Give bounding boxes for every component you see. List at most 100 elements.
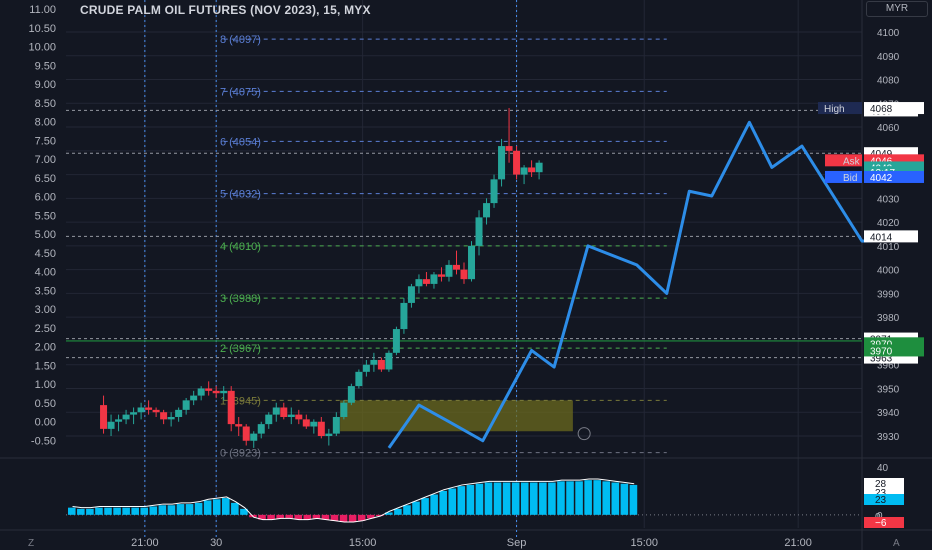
candle-body — [212, 390, 220, 394]
indicator-histogram-bar — [267, 514, 275, 520]
indicator-histogram-bar — [77, 508, 85, 515]
indicator-histogram-bar — [484, 482, 493, 515]
indicator-badge — [864, 487, 904, 498]
left-axis-tick: 1.50 — [35, 360, 56, 372]
candle-body — [415, 279, 423, 287]
indicator-histogram-bar — [276, 514, 284, 519]
indicator-histogram-bar — [104, 507, 112, 515]
right-axis-tick: 4090 — [877, 52, 900, 63]
price-badge-label: 3970 — [870, 346, 893, 357]
candle-body — [498, 146, 506, 180]
candle-body — [280, 407, 288, 417]
candle-body — [513, 150, 521, 175]
candle-body — [190, 395, 198, 401]
left-axis-tick: 5.50 — [35, 210, 56, 222]
indicator-axis-tick: 40 — [877, 463, 889, 474]
indicator-signal-line — [72, 478, 635, 523]
candle-body — [227, 390, 235, 425]
indicator-histogram-bar — [412, 501, 420, 515]
candle-body — [468, 245, 476, 280]
indicator-histogram-bar — [240, 508, 248, 515]
candle-body — [242, 426, 250, 441]
indicator-histogram-bar — [131, 507, 139, 515]
indicator-histogram-bar — [222, 498, 230, 515]
left-axis-tick: 2.50 — [35, 323, 56, 335]
indicator-histogram-bar — [86, 508, 94, 515]
fib-level-label: 4 (4010) — [220, 241, 261, 253]
time-axis-label: 30 — [210, 537, 222, 549]
indicator-histogram-bar — [421, 498, 429, 515]
badge-tag-label: Bid — [843, 173, 857, 184]
fib-level-label: 3 (3988) — [220, 293, 261, 305]
candle-body — [115, 419, 123, 422]
candle-body — [490, 179, 498, 204]
indicator-histogram-bar — [539, 482, 547, 515]
candle-body — [445, 264, 453, 277]
price-badge — [864, 170, 924, 183]
candle-body — [100, 405, 108, 429]
right-axis-tick: 4020 — [877, 218, 900, 229]
indicator-histogram-bar — [602, 481, 611, 515]
auto-scale-toggle[interactable]: A — [893, 538, 900, 549]
left-axis-tick: 7.00 — [35, 154, 56, 166]
indicator-histogram-bar — [593, 480, 601, 515]
indicator-histogram-bar — [611, 482, 620, 515]
currency-selector[interactable]: MYR — [866, 1, 928, 17]
indicator-histogram-bar — [457, 486, 466, 515]
left-axis-tick: 8.00 — [35, 117, 56, 129]
zoom-toggle[interactable]: Z — [28, 538, 35, 549]
indicator-histogram-bar — [466, 484, 475, 515]
indicator-histogram-bar — [113, 507, 121, 515]
candle-body — [205, 388, 213, 391]
badge-tag-label: Ask — [843, 156, 861, 167]
indicator-histogram-bar — [530, 482, 538, 515]
badge-tag-label: High — [824, 104, 845, 115]
indicator-badge-label: 23 — [875, 488, 887, 499]
lightning-icon — [577, 427, 591, 441]
right-axis-tick: 3930 — [877, 432, 900, 443]
candle-body — [235, 424, 243, 427]
indicator-histogram-bar — [303, 514, 312, 520]
candle-body — [317, 421, 325, 436]
indicator-histogram-bar — [149, 506, 158, 515]
left-axis-tick: 5.00 — [35, 229, 56, 241]
indicator-histogram-bar — [575, 481, 583, 515]
indicator-histogram-bar — [566, 481, 574, 515]
price-badge-label: 4068 — [870, 104, 893, 115]
indicator-histogram-bar — [520, 482, 529, 515]
candle-body — [475, 217, 483, 246]
indicator-badge-label: 23 — [875, 495, 887, 506]
left-axis-tick: 10.00 — [28, 42, 56, 54]
indicator-histogram-bar — [448, 488, 457, 515]
indicator-histogram-bar — [403, 505, 411, 515]
badge-tag — [818, 102, 862, 115]
left-axis-tick: -0.50 — [31, 435, 56, 447]
indicator-histogram-bar — [185, 504, 194, 515]
candle-body — [452, 264, 460, 270]
indicator-histogram-bar — [339, 514, 348, 522]
fib-level-label: 5 (4032) — [220, 189, 261, 201]
candle-body — [130, 412, 138, 415]
indicator-histogram-bar — [122, 507, 130, 515]
indicator-histogram-bar — [258, 514, 266, 520]
left-axis-tick: 4.00 — [35, 267, 56, 279]
candle-body — [332, 416, 340, 434]
candle-body — [392, 329, 400, 353]
right-axis-tick: 4060 — [877, 123, 900, 134]
badge-tag — [825, 170, 862, 183]
badge-tag — [825, 154, 862, 167]
left-axis-tick: 11.00 — [29, 4, 56, 16]
indicator-histogram-bar — [203, 500, 212, 515]
candle-body — [167, 416, 175, 420]
indicator-badge-label: −6 — [875, 518, 887, 529]
indicator-histogram-bar — [285, 514, 293, 519]
candle-body — [347, 386, 355, 403]
left-axis-tick: 0.50 — [35, 398, 56, 410]
candle-body — [197, 388, 205, 396]
candle-body — [325, 433, 333, 436]
left-axis-tick: 8.50 — [35, 98, 56, 110]
candle-body — [430, 274, 438, 284]
candle-body — [257, 424, 265, 434]
indicator-histogram-bar — [439, 490, 447, 515]
